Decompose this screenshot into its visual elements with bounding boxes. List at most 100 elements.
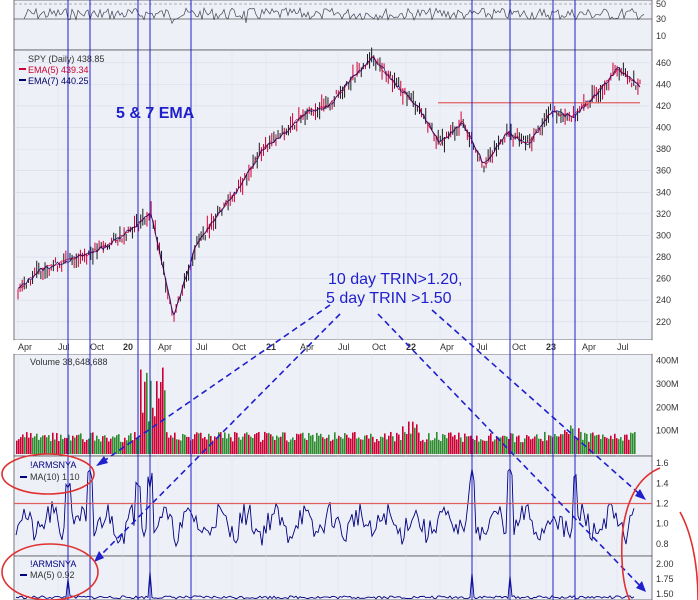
volume-bar [404, 432, 406, 454]
trin-ma5-y-ticks: 2.00 1.75 1.50 [656, 559, 674, 599]
volume-bar [510, 433, 512, 454]
volume-bar [300, 433, 302, 454]
volume-bar [100, 441, 102, 454]
volume-bar [610, 435, 612, 454]
volume-bar [28, 437, 30, 454]
volume-bar [114, 437, 116, 454]
volume-bar [84, 441, 86, 454]
volume-bar [204, 436, 206, 454]
volume-bar [576, 438, 578, 454]
volume-bar [120, 441, 122, 454]
volume-bar [194, 434, 196, 454]
volume-bar [80, 433, 82, 454]
legend-swatch-ma10 [20, 476, 27, 478]
rsi-tick-0: 50 [656, 0, 666, 9]
volume-bar [92, 432, 94, 454]
circle-ma5-legend [1, 543, 99, 600]
volume-bar [372, 436, 374, 454]
volume-bar [280, 436, 282, 454]
volume-bar [330, 441, 332, 454]
volume-bar [430, 440, 432, 454]
volume-bar [140, 369, 142, 454]
volume-bar [104, 435, 106, 454]
volume-bar [106, 437, 108, 454]
volume-bar [566, 431, 568, 454]
x-tick-13: Jul [476, 342, 488, 352]
volume-bar [310, 435, 312, 454]
volume-bar [150, 380, 152, 454]
volume-bar [162, 367, 164, 454]
trin-ma5-tick-0: 2.00 [656, 559, 674, 569]
volume-bar [96, 435, 98, 454]
volume-bar [118, 434, 120, 454]
volume-bar [200, 432, 202, 454]
price-tick-2: 420 [656, 101, 671, 111]
x-tick-17: Jul [617, 342, 629, 352]
volume-bar [370, 433, 372, 454]
volume-bar [52, 432, 54, 454]
volume-bar [424, 442, 426, 454]
trin-ma5-panel [13, 555, 653, 600]
volume-bar [134, 432, 136, 454]
volume-bar [358, 437, 360, 454]
volume-bar [604, 436, 606, 454]
volume-bar [546, 440, 548, 454]
volume-bar [338, 435, 340, 454]
volume-bar [116, 435, 118, 454]
arrowhead-ma5-axis [636, 581, 646, 592]
volume-bar [624, 434, 626, 454]
volume-bar [632, 433, 634, 454]
volume-tick-1: 300M [656, 379, 679, 389]
volume-bar [452, 436, 454, 454]
volume-bar [82, 439, 84, 454]
price-y-ticks: 460 440 420 400 380 360 340 320 300 280 260 240 220 [656, 58, 671, 327]
rsi-tick-2: 10 [656, 31, 666, 41]
volume-bar [454, 435, 456, 454]
volume-bar [160, 382, 162, 454]
volume-bar [278, 437, 280, 454]
price-gridlines [14, 52, 652, 600]
volume-bar [462, 441, 464, 454]
rsi-series [23, 6, 645, 25]
price-tick-5: 360 [656, 166, 671, 176]
volume-bar [342, 438, 344, 454]
volume-bar [444, 434, 446, 454]
volume-bar [244, 433, 246, 454]
volume-bar [198, 433, 200, 454]
price-legend-ema7: EMA(7) 440.25 [28, 76, 89, 86]
x-tick-6: Oct [232, 342, 247, 352]
volume-bar [458, 432, 460, 454]
volume-bar [292, 437, 294, 454]
trin-ma10-line [15, 468, 635, 548]
volume-bar [54, 439, 56, 454]
volume-bar [166, 432, 168, 454]
volume-bar [266, 433, 268, 454]
volume-bar [388, 435, 390, 454]
trin-ma5-tick-1: 1.75 [656, 574, 674, 584]
volume-tick-0: 400M [656, 356, 679, 366]
volume-bar [422, 439, 424, 454]
volume-bar [432, 440, 434, 454]
price-tick-3: 400 [656, 123, 671, 133]
volume-bar [626, 434, 628, 454]
volume-bar [258, 431, 260, 454]
volume-bar [526, 434, 528, 454]
signal-lines [67, 0, 576, 600]
volume-bar [608, 438, 610, 454]
volume-bar [438, 439, 440, 454]
volume-bar [468, 436, 470, 454]
volume-bar [94, 440, 96, 454]
volume-bar [628, 439, 630, 454]
volume-bar [168, 437, 170, 454]
volume-bar [36, 433, 38, 454]
volume-bar [564, 430, 566, 454]
volume-bar [308, 432, 310, 454]
volume-bar [174, 432, 176, 454]
volume-bar [470, 435, 472, 454]
volume-bar [446, 438, 448, 454]
volume-bar [348, 437, 350, 454]
volume-bar [324, 438, 326, 454]
volume-bar [344, 433, 346, 454]
volume-bar [522, 442, 524, 454]
volume-bar [180, 440, 182, 454]
